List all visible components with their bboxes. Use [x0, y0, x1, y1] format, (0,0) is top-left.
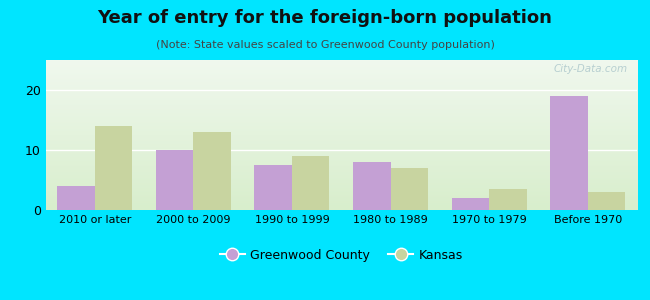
Bar [57, 186, 95, 210]
Bar [391, 168, 428, 210]
Bar [95, 126, 132, 210]
Bar [452, 198, 489, 210]
Text: (Note: State values scaled to Greenwood County population): (Note: State values scaled to Greenwood … [155, 40, 495, 50]
Bar [156, 150, 194, 210]
Bar [551, 96, 588, 210]
Bar [588, 192, 625, 210]
Bar [292, 156, 330, 210]
Text: Year of entry for the foreign-born population: Year of entry for the foreign-born popul… [98, 9, 552, 27]
Bar [194, 132, 231, 210]
Bar [353, 162, 391, 210]
Bar [489, 189, 526, 210]
Bar [255, 165, 292, 210]
Legend: Greenwood County, Kansas: Greenwood County, Kansas [214, 244, 468, 267]
Text: City-Data.com: City-Data.com [554, 64, 628, 74]
